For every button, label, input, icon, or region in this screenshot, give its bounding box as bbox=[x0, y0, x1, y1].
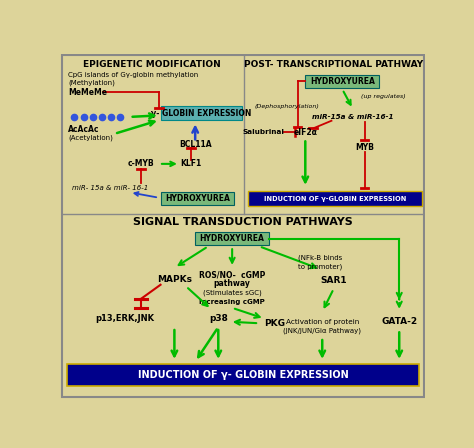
Text: (Methylation): (Methylation) bbox=[68, 80, 115, 86]
FancyBboxPatch shape bbox=[305, 75, 379, 88]
Text: (up regulates): (up regulates) bbox=[361, 94, 405, 99]
Text: MYB: MYB bbox=[355, 143, 374, 152]
Text: CpG islands of Gγ-globin methylation: CpG islands of Gγ-globin methylation bbox=[68, 72, 199, 78]
FancyBboxPatch shape bbox=[248, 191, 422, 206]
Text: EPIGENETIC MODIFICATION: EPIGENETIC MODIFICATION bbox=[83, 60, 221, 69]
Text: γ- GLOBIN EXPRESSION: γ- GLOBIN EXPRESSION bbox=[151, 108, 252, 117]
Text: (Acetylation): (Acetylation) bbox=[68, 134, 113, 141]
Text: c-MYB: c-MYB bbox=[128, 159, 155, 168]
Text: INDUCTION OF γ-GLOBIN EXPRESSION: INDUCTION OF γ-GLOBIN EXPRESSION bbox=[264, 195, 407, 202]
Text: INDUCTION OF γ- GLOBIN EXPRESSION: INDUCTION OF γ- GLOBIN EXPRESSION bbox=[137, 370, 348, 380]
FancyBboxPatch shape bbox=[161, 106, 242, 120]
Text: (Stimulates sGC): (Stimulates sGC) bbox=[203, 290, 262, 297]
Text: p38: p38 bbox=[209, 314, 228, 323]
FancyBboxPatch shape bbox=[161, 192, 235, 205]
Text: pathway: pathway bbox=[214, 279, 251, 288]
Text: KLF1: KLF1 bbox=[181, 159, 202, 168]
Text: Increasing cGMP: Increasing cGMP bbox=[199, 299, 265, 305]
Text: MeMeMe: MeMeMe bbox=[68, 88, 107, 97]
Text: (JNK/JUN/Giα Pathway): (JNK/JUN/Giα Pathway) bbox=[283, 327, 361, 334]
Text: (Dephosphorylation): (Dephosphorylation) bbox=[255, 103, 319, 108]
Text: (NFk-B binds: (NFk-B binds bbox=[298, 254, 342, 261]
FancyBboxPatch shape bbox=[195, 233, 269, 246]
Text: Activation of protein: Activation of protein bbox=[286, 319, 359, 325]
Text: GATA-2: GATA-2 bbox=[381, 317, 417, 326]
Text: POST- TRANSCRIPTIONAL PATHWAY: POST- TRANSCRIPTIONAL PATHWAY bbox=[244, 60, 423, 69]
Text: SIGNAL TRANSDUCTION PATHWAYS: SIGNAL TRANSDUCTION PATHWAYS bbox=[133, 217, 353, 227]
Text: HYDROXYUREA: HYDROXYUREA bbox=[310, 78, 374, 86]
Text: Salubrinal: Salubrinal bbox=[243, 129, 285, 135]
Text: HYDROXYUREA: HYDROXYUREA bbox=[200, 234, 264, 243]
Text: AcAcAc: AcAcAc bbox=[68, 125, 100, 134]
Text: eIF2α: eIF2α bbox=[293, 128, 317, 137]
Text: BCL11A: BCL11A bbox=[179, 140, 211, 149]
Text: to promoter): to promoter) bbox=[298, 263, 342, 270]
FancyBboxPatch shape bbox=[66, 364, 419, 386]
Text: HYDROXYUREA: HYDROXYUREA bbox=[165, 194, 230, 202]
Text: p13,ERK,JNK: p13,ERK,JNK bbox=[95, 314, 154, 323]
FancyBboxPatch shape bbox=[62, 55, 424, 397]
Text: ROS/NO-  cGMP: ROS/NO- cGMP bbox=[199, 270, 265, 279]
Text: miR- 15a & miR- 16-1: miR- 15a & miR- 16-1 bbox=[72, 185, 148, 191]
Text: miR-15a & miR-16-1: miR-15a & miR-16-1 bbox=[312, 114, 394, 120]
Text: PKG: PKG bbox=[264, 319, 285, 328]
Text: SAR1: SAR1 bbox=[320, 276, 347, 285]
Text: MAPKs: MAPKs bbox=[157, 275, 192, 284]
